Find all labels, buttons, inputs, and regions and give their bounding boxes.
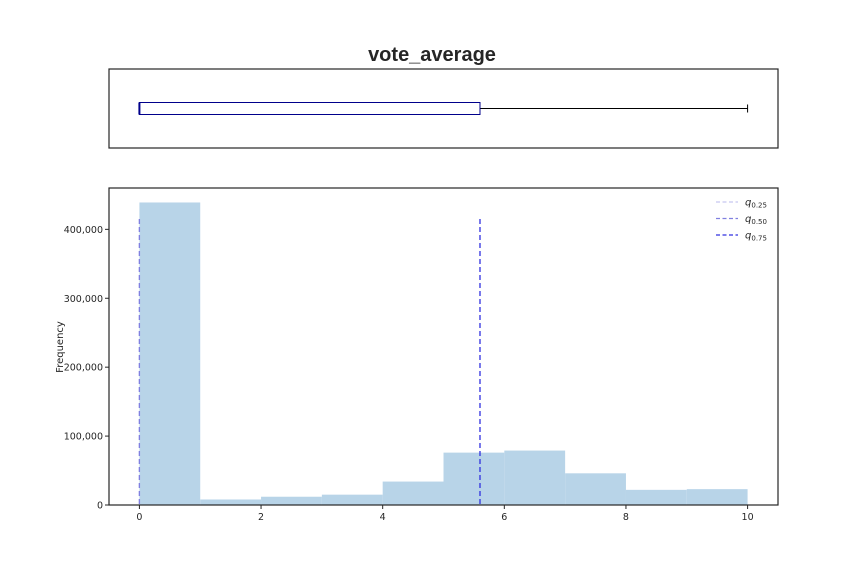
legend-label: q0.25 xyxy=(745,198,767,210)
boxplot-frame xyxy=(108,68,779,149)
histogram-bar xyxy=(321,494,383,505)
boxplot-box xyxy=(138,102,481,115)
y-axis-label: Frequency xyxy=(55,321,66,373)
y-tick-label: 100,000 xyxy=(64,432,103,443)
histogram-bar xyxy=(139,202,201,505)
x-tick-label: 0 xyxy=(136,512,142,523)
y-tick-label: 200,000 xyxy=(64,363,103,374)
legend-label: q0.50 xyxy=(745,214,767,226)
histogram-panel: 0 2 4 6 8 10 0 100,000 200,000 300,000 400,000 Fr… xyxy=(55,187,779,523)
legend-label: q0.75 xyxy=(745,231,767,243)
y-tick-label: 400,000 xyxy=(64,225,103,236)
histogram-bar xyxy=(200,499,262,505)
x-tick-label: 10 xyxy=(742,512,754,523)
histogram-bar xyxy=(382,481,444,505)
y-tick-label: 300,000 xyxy=(64,294,103,305)
x-tick-label: 6 xyxy=(501,512,507,523)
x-tick-label: 8 xyxy=(623,512,629,523)
histogram-bar xyxy=(625,489,687,505)
x-tick-label: 4 xyxy=(380,512,386,523)
histogram-bar xyxy=(261,496,322,505)
y-tick-label: 0 xyxy=(97,501,103,512)
chart-title: vote_average xyxy=(368,44,496,66)
boxplot-panel xyxy=(108,68,779,149)
x-tick-label: 2 xyxy=(258,512,264,523)
histogram-bar xyxy=(686,489,748,505)
histogram-bar xyxy=(443,452,505,505)
histogram-bar xyxy=(565,473,626,505)
histogram-frame xyxy=(108,187,779,506)
histogram-bar xyxy=(504,450,566,505)
legend: q0.25 q0.50 q0.75 xyxy=(716,198,767,243)
